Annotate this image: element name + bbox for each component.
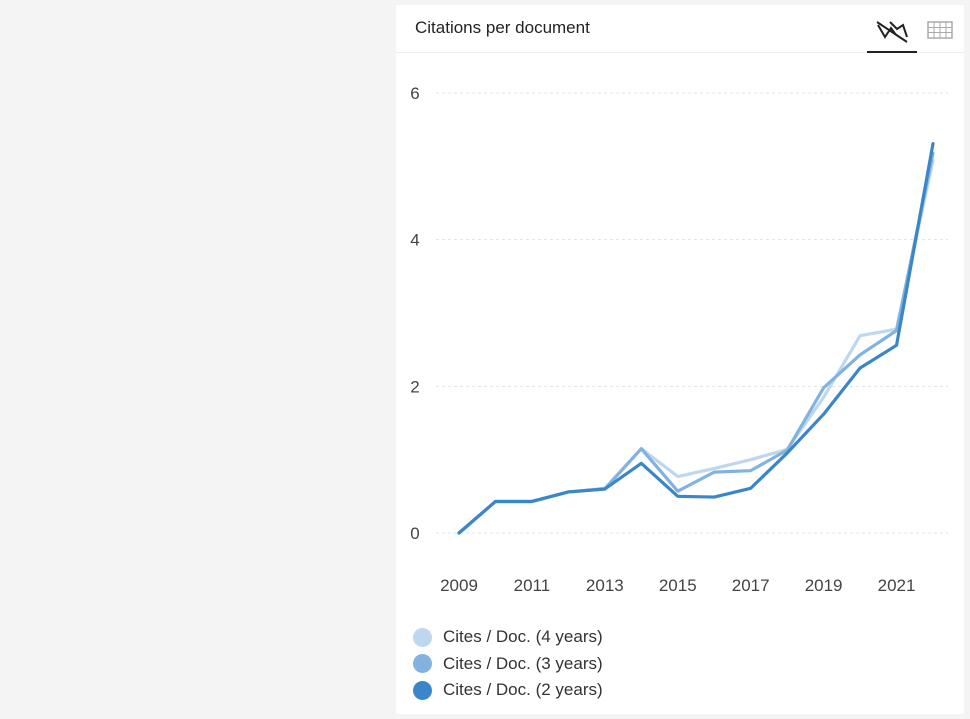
chart-legend: Cites / Doc. (4 years) Cites / Doc. (3 ye… — [413, 624, 603, 704]
x-tick-label: 2015 — [659, 576, 697, 595]
x-tick-label: 2019 — [805, 576, 843, 595]
table-view-toggle[interactable] — [924, 15, 956, 47]
x-tick-label: 2009 — [440, 576, 478, 595]
legend-label: Cites / Doc. (4 years) — [443, 627, 603, 647]
legend-item[interactable]: Cites / Doc. (3 years) — [413, 651, 603, 678]
x-tick-label: 2021 — [878, 576, 916, 595]
line-chart-icon — [876, 21, 908, 43]
y-tick-label: 6 — [410, 84, 419, 103]
chart-card: Citations per document 0 2 4 6 2009 2011 2013 2… — [396, 5, 964, 714]
series-line-3 — [457, 142, 935, 535]
card-header: Citations per document — [396, 5, 964, 53]
card-title: Citations per document — [415, 18, 590, 37]
y-tick-label: 2 — [410, 377, 419, 396]
legend-item[interactable]: Cites / Doc. (4 years) — [413, 624, 603, 651]
table-grid-icon — [927, 21, 953, 39]
chart-view-toggle[interactable] — [867, 13, 917, 53]
legend-label: Cites / Doc. (2 years) — [443, 680, 603, 700]
legend-dot — [413, 680, 432, 700]
y-tick-label: 0 — [410, 524, 419, 543]
line-chart: 0 2 4 6 2009 2011 2013 2015 2017 2019 2021 — [410, 84, 948, 595]
legend-item[interactable]: Cites / Doc. (2 years) — [413, 677, 603, 704]
y-tick-label: 4 — [410, 231, 419, 250]
legend-dot — [413, 654, 432, 674]
legend-dot — [413, 627, 432, 647]
x-tick-label: 2013 — [586, 576, 624, 595]
series-line-1 — [457, 158, 935, 535]
legend-label: Cites / Doc. (3 years) — [443, 653, 603, 673]
x-tick-label: 2017 — [732, 576, 770, 595]
x-tick-label: 2011 — [514, 576, 551, 595]
series-line-2 — [457, 151, 935, 535]
